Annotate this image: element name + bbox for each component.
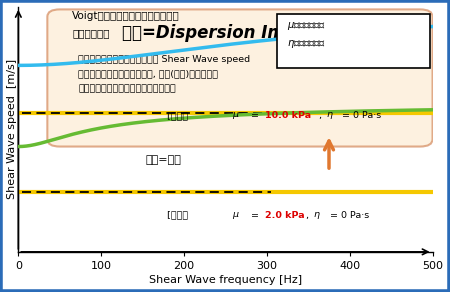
Text: [現状｝: [現状｝	[167, 112, 192, 120]
X-axis label: Shear Wave frequency [Hz]: Shear Wave frequency [Hz]	[149, 275, 302, 285]
Text: $\mu$: $\mu$	[232, 210, 239, 221]
Text: $\eta$: $\eta$	[313, 210, 321, 221]
Text: ,: ,	[306, 211, 312, 220]
Text: [現状｝: [現状｝	[167, 211, 192, 220]
Text: ,: ,	[319, 112, 324, 120]
Text: 2.0 kPa: 2.0 kPa	[265, 211, 304, 220]
Text: 求めているわけではないことに注意。: 求めているわけではないことに注意。	[78, 84, 176, 93]
Text: $\eta$: $\eta$	[326, 110, 333, 121]
Text: $\mu$: $\mu$	[232, 110, 239, 121]
Text: $\mu$：ずり弾性率: $\mu$：ずり弾性率	[287, 20, 325, 32]
Text: =: =	[248, 211, 262, 220]
Y-axis label: Shear Wave speed  [m/s]: Shear Wave speed [m/s]	[7, 59, 17, 199]
Text: の変化の大きさを表しており, 粘性(係数)自体を直接: の変化の大きさを表しており, 粘性(係数)自体を直接	[78, 70, 218, 79]
FancyBboxPatch shape	[277, 14, 431, 68]
Text: = 0 Pa·s: = 0 Pa·s	[339, 112, 382, 120]
FancyBboxPatch shape	[47, 9, 432, 147]
Text: $\eta$：ずり粘性率: $\eta$：ずり粘性率	[287, 38, 325, 50]
Text: Voigtモデルに実際の値を代入して: Voigtモデルに実際の値を代入して	[72, 11, 180, 21]
Text: 横波の周波数が変化したときの Shear Wave speed: 横波の周波数が変化したときの Shear Wave speed	[78, 55, 251, 64]
Text: =: =	[248, 112, 262, 120]
Text: 10.0 kPa: 10.0 kPa	[265, 112, 311, 120]
Text: グラフを描く: グラフを描く	[72, 28, 110, 38]
Text: = 0 Pa·s: = 0 Pa·s	[327, 211, 369, 220]
Text: 傾き=Dispersion Imaging: 傾き=Dispersion Imaging	[122, 24, 337, 42]
Text: 傾き=なし: 傾き=なし	[145, 155, 181, 165]
